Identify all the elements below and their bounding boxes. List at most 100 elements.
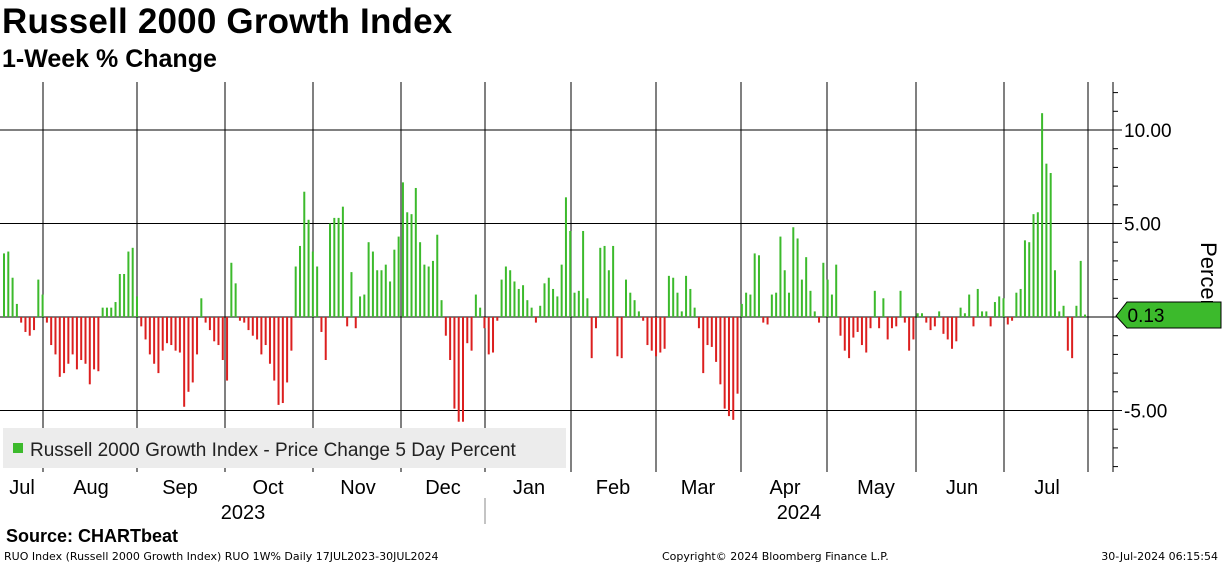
last-value-label: 0.13 bbox=[1128, 306, 1165, 327]
bar bbox=[779, 236, 782, 317]
bar bbox=[148, 317, 151, 355]
bar bbox=[487, 317, 490, 355]
x-tick-label: Jun bbox=[946, 477, 978, 499]
bar bbox=[320, 317, 323, 332]
bar bbox=[539, 305, 542, 317]
bar bbox=[667, 275, 670, 317]
bar bbox=[393, 249, 396, 317]
bar bbox=[672, 277, 675, 317]
bar bbox=[826, 279, 829, 317]
bar bbox=[547, 277, 550, 317]
bar bbox=[161, 317, 164, 351]
bar bbox=[191, 317, 194, 383]
bar bbox=[895, 317, 898, 327]
bar bbox=[637, 311, 640, 317]
x-tick-label: Jul bbox=[9, 477, 35, 499]
bar bbox=[890, 317, 893, 329]
bar bbox=[710, 317, 713, 347]
bar bbox=[573, 292, 576, 317]
bar bbox=[196, 317, 199, 355]
bar bbox=[230, 262, 233, 317]
bar bbox=[513, 281, 516, 317]
bar bbox=[929, 317, 932, 331]
bar bbox=[286, 317, 289, 383]
bar bbox=[243, 317, 246, 323]
bar bbox=[659, 317, 662, 353]
bar bbox=[1002, 298, 1005, 317]
bar bbox=[367, 242, 370, 317]
bar bbox=[830, 294, 833, 317]
bar bbox=[865, 317, 868, 353]
bar bbox=[946, 317, 949, 340]
bar bbox=[67, 317, 70, 364]
year-label: 2023 bbox=[221, 502, 266, 524]
bar bbox=[183, 317, 186, 407]
bar bbox=[783, 270, 786, 317]
bar bbox=[796, 238, 799, 317]
bar bbox=[856, 317, 859, 332]
bar bbox=[577, 290, 580, 317]
bar bbox=[268, 317, 271, 364]
bar bbox=[955, 317, 958, 342]
bar bbox=[105, 307, 108, 317]
bar bbox=[50, 317, 53, 346]
bar bbox=[444, 317, 447, 336]
bar bbox=[715, 317, 718, 362]
bar bbox=[586, 298, 589, 317]
bar bbox=[1015, 292, 1018, 317]
year-label: 2024 bbox=[777, 502, 822, 524]
bar bbox=[899, 290, 902, 317]
bar bbox=[54, 317, 57, 355]
bar bbox=[97, 317, 100, 372]
bar bbox=[101, 307, 104, 317]
x-tick-label: Jul bbox=[1034, 477, 1060, 499]
bar bbox=[174, 317, 177, 351]
bar bbox=[642, 317, 645, 321]
bar bbox=[140, 317, 143, 327]
x-tick-label: Aug bbox=[73, 477, 109, 499]
bar bbox=[153, 317, 156, 364]
bar bbox=[745, 292, 748, 317]
bar bbox=[483, 317, 486, 329]
bar bbox=[479, 307, 482, 317]
x-tick-label: Mar bbox=[681, 477, 716, 499]
bar bbox=[118, 273, 121, 317]
bar bbox=[526, 300, 529, 317]
bar bbox=[33, 317, 36, 331]
bar bbox=[680, 311, 683, 317]
bar bbox=[753, 253, 756, 317]
bar bbox=[496, 317, 499, 321]
bar bbox=[226, 317, 229, 381]
bar bbox=[58, 317, 61, 377]
last-value-badge: 0.13 bbox=[1115, 301, 1222, 329]
bar bbox=[208, 317, 211, 331]
bar bbox=[835, 264, 838, 317]
bar bbox=[612, 245, 615, 317]
bar bbox=[822, 262, 825, 317]
bar bbox=[951, 317, 954, 349]
bar bbox=[689, 288, 692, 317]
bar bbox=[633, 300, 636, 317]
bar bbox=[582, 230, 585, 317]
bar bbox=[1066, 317, 1069, 351]
bar bbox=[1045, 163, 1048, 317]
bar bbox=[414, 187, 417, 317]
bar bbox=[981, 311, 984, 317]
bar bbox=[135, 296, 138, 317]
bar bbox=[1071, 317, 1074, 359]
bar bbox=[1006, 317, 1009, 325]
bar bbox=[594, 317, 597, 329]
bar bbox=[620, 317, 623, 359]
bar bbox=[629, 292, 632, 317]
bar bbox=[509, 270, 512, 317]
y-tick-label: 10.00 bbox=[1124, 121, 1172, 142]
bar bbox=[440, 300, 443, 317]
bar bbox=[530, 307, 533, 317]
bar bbox=[217, 317, 220, 346]
bar bbox=[380, 270, 383, 317]
bar bbox=[646, 317, 649, 346]
bar bbox=[63, 317, 66, 374]
bar bbox=[963, 313, 966, 317]
bar bbox=[693, 307, 696, 317]
bar bbox=[311, 251, 314, 317]
